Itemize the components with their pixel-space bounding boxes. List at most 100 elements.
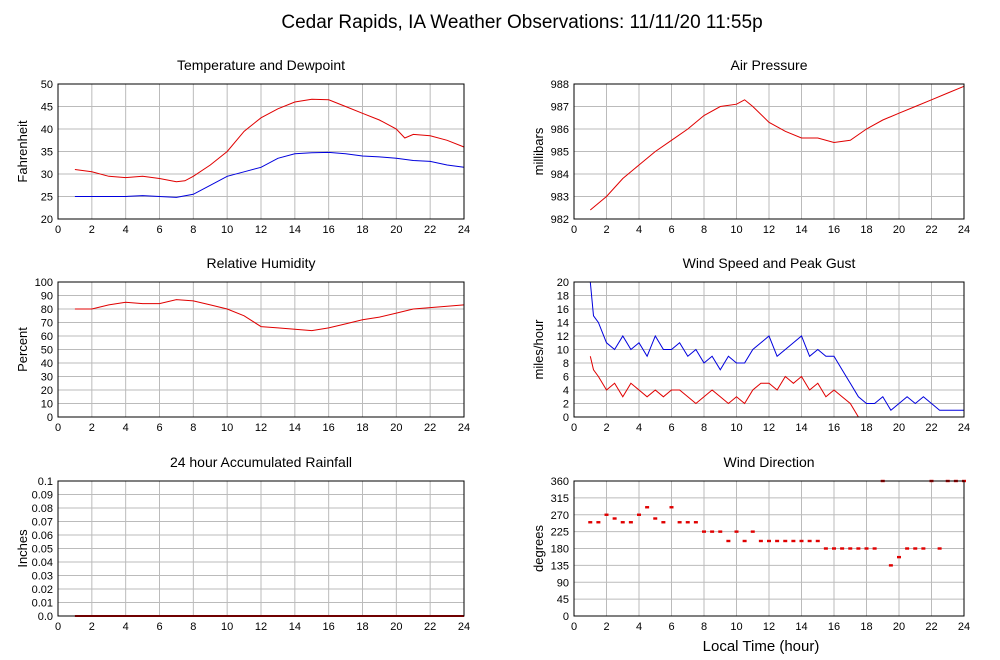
x-tick-label: 24 — [458, 422, 470, 434]
y-tick-label: 20 — [41, 214, 53, 226]
y-tick-label: 20 — [41, 385, 53, 397]
x-tick-label: 8 — [190, 224, 196, 236]
y-tick-label: 50 — [41, 345, 53, 357]
y-tick-label: 0.08 — [32, 503, 53, 515]
x-tick-label: 20 — [893, 422, 905, 434]
x-tick-label: 0 — [571, 422, 577, 434]
x-tick-label: 6 — [156, 621, 162, 633]
data-point — [783, 539, 788, 543]
y-tick-label: 16 — [557, 304, 569, 316]
series-line-0 — [589, 281, 964, 412]
series-line-0 — [74, 98, 465, 183]
data-point — [815, 539, 820, 543]
y-tick-label: 2 — [563, 399, 569, 411]
data-point — [588, 521, 593, 524]
x-tick-label: 2 — [89, 422, 95, 434]
y-tick-label: 70 — [41, 318, 53, 330]
data-point — [791, 539, 796, 543]
x-tick-label: 22 — [925, 224, 937, 236]
x-tick-label: 20 — [390, 224, 402, 236]
y-tick-label: 135 — [551, 560, 569, 572]
x-tick-label: 22 — [925, 621, 937, 633]
y-axis-label: millibars — [531, 127, 546, 175]
x-tick-label: 2 — [603, 224, 609, 236]
data-point — [775, 539, 780, 543]
data-point — [693, 521, 698, 524]
data-point — [872, 547, 877, 550]
data-point — [726, 539, 731, 543]
y-tick-label: 0.05 — [32, 544, 53, 556]
data-point — [750, 530, 755, 533]
x-tick-label: 8 — [190, 621, 196, 633]
y-tick-label: 12 — [557, 331, 569, 343]
y-tick-label: 8 — [563, 358, 569, 370]
data-point — [888, 564, 893, 567]
y-tick-label: 50 — [41, 79, 53, 91]
y-tick-label: 0.01 — [32, 598, 53, 610]
x-tick-label: 12 — [255, 621, 267, 633]
data-point — [661, 521, 666, 524]
x-tick-label: 22 — [424, 224, 436, 236]
data-point — [823, 547, 828, 550]
y-tick-label: 40 — [41, 358, 53, 370]
x-tick-label: 6 — [156, 224, 162, 236]
x-tick-label: 16 — [323, 422, 335, 434]
x-tick-label: 8 — [701, 224, 707, 236]
x-tick-label: 24 — [458, 621, 470, 633]
x-tick-label: 16 — [828, 224, 840, 236]
y-tick-label: 40 — [41, 124, 53, 136]
x-tick-label: 6 — [156, 422, 162, 434]
x-tick-label: 10 — [730, 621, 742, 633]
data-point — [937, 547, 942, 550]
y-tick-label: 18 — [557, 291, 569, 303]
data-point — [604, 513, 609, 516]
data-point — [799, 539, 804, 543]
y-tick-label: 0.06 — [32, 530, 53, 542]
data-point — [702, 530, 706, 533]
y-tick-label: 0.04 — [32, 557, 53, 569]
data-point — [637, 513, 641, 516]
data-point — [718, 530, 723, 533]
x-tick-label: 14 — [289, 224, 301, 236]
x-tick-label: 22 — [424, 621, 436, 633]
data-point — [767, 539, 771, 543]
x-tick-label: 10 — [730, 224, 742, 236]
data-point — [742, 539, 747, 543]
x-tick-label: 14 — [795, 422, 807, 434]
plot-frame — [57, 480, 465, 617]
x-tick-label: 8 — [701, 422, 707, 434]
y-tick-label: 0.0 — [38, 611, 53, 623]
y-axis-label: Inches — [15, 529, 30, 568]
x-tick-label: 18 — [860, 224, 872, 236]
y-tick-label: 90 — [41, 291, 53, 303]
y-tick-label: 0 — [563, 412, 569, 424]
y-tick-label: 984 — [551, 169, 569, 181]
y-tick-label: 985 — [551, 147, 569, 159]
plot-frame — [57, 281, 465, 418]
x-tick-label: 14 — [289, 621, 301, 633]
y-tick-label: 986 — [551, 124, 569, 136]
plot-frame — [573, 281, 965, 418]
x-tick-label: 16 — [828, 621, 840, 633]
chart-title: 24 hour Accumulated Rainfall — [170, 454, 352, 470]
y-tick-label: 0.1 — [38, 476, 53, 488]
y-tick-label: 360 — [551, 476, 569, 488]
x-tick-label: 2 — [89, 224, 95, 236]
data-point — [840, 547, 845, 550]
y-tick-label: 20 — [557, 277, 569, 289]
x-tick-label: 0 — [55, 422, 61, 434]
x-tick-label: 18 — [356, 224, 368, 236]
x-tick-label: 10 — [730, 422, 742, 434]
series-line-1 — [589, 356, 964, 418]
data-point — [913, 547, 918, 550]
y-tick-label: 30 — [41, 372, 53, 384]
y-tick-label: 0 — [563, 611, 569, 623]
x-tick-label: 12 — [255, 224, 267, 236]
y-tick-label: 90 — [557, 577, 569, 589]
x-tick-label: 22 — [424, 422, 436, 434]
plot-frame — [573, 480, 965, 617]
data-point — [685, 521, 690, 524]
